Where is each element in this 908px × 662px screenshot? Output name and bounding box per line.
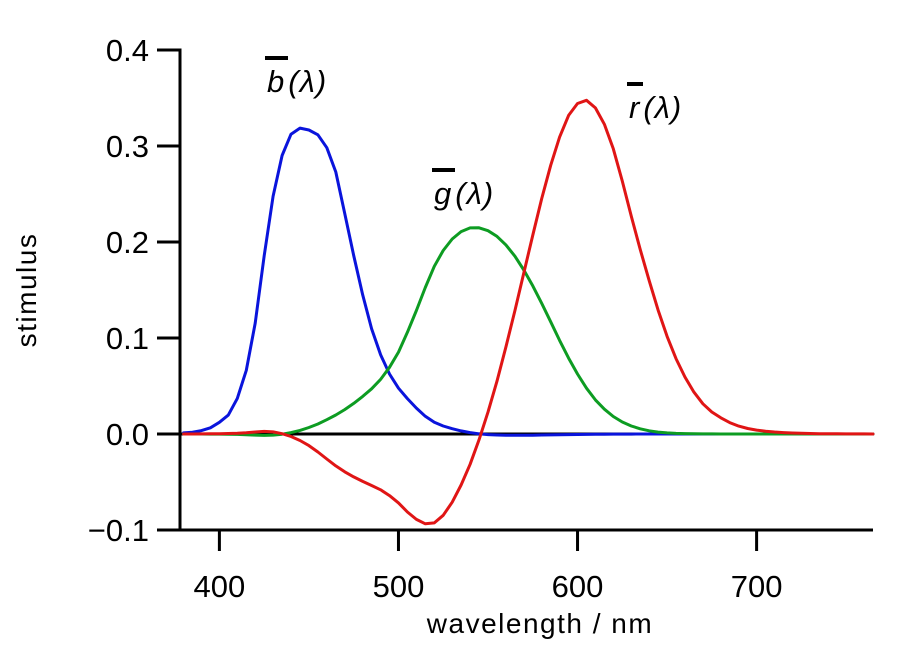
x-tick-label: 700 (731, 569, 783, 604)
curve-label-g-suffix: (λ) (455, 176, 495, 211)
x-tick-label: 400 (194, 569, 246, 604)
y-tick-label: 0.2 (106, 225, 149, 260)
y-tick-label: −0.1 (88, 513, 149, 548)
curve-label-b-suffix: (λ) (288, 64, 328, 99)
y-tick-label: 0.0 (106, 417, 149, 452)
x-tick-label: 600 (552, 569, 604, 604)
curve-label-r-letter: r (629, 90, 641, 125)
y-tick-label: 0.4 (106, 33, 149, 68)
y-tick-label: 0.3 (106, 129, 149, 164)
y-tick-label: 0.1 (106, 321, 149, 356)
overbar-g: g (432, 168, 456, 211)
curve-label-r: r(λ) (627, 82, 682, 123)
curve-r (182, 98, 875, 526)
overbar-r: r (627, 82, 644, 125)
overbar-b: b (265, 56, 289, 99)
x-axis-title: wavelength / nm (426, 608, 653, 639)
curve-label-b: b(λ) (265, 56, 327, 97)
curve-label-g-letter: g (434, 176, 453, 211)
curve-label-b-letter: b (267, 64, 286, 99)
x-tick-label: 500 (373, 569, 425, 604)
curve-label-r-suffix: (λ) (643, 90, 683, 125)
curve-ḡ (182, 226, 875, 437)
plot-layer: −0.1 0.0 0.1 0.2 0.3 0.4 400 500 600 700 (88, 33, 875, 604)
y-axis-title: stimulus (11, 233, 42, 348)
curve-b (182, 126, 875, 437)
curve-label-g: g(λ) (432, 168, 494, 209)
